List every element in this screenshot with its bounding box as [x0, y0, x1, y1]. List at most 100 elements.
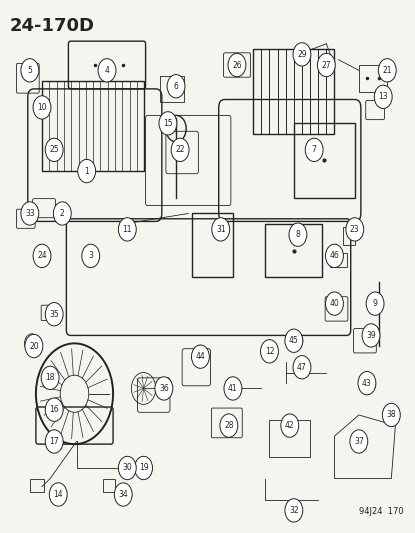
Text: 3: 3: [88, 252, 93, 261]
Text: 23: 23: [350, 225, 359, 234]
Circle shape: [261, 340, 278, 363]
Text: 94J24  170: 94J24 170: [359, 507, 403, 516]
Bar: [330, 253, 347, 266]
Bar: [253, 49, 334, 134]
Text: 22: 22: [176, 146, 185, 155]
Text: 9: 9: [373, 299, 378, 308]
Text: 17: 17: [49, 437, 59, 446]
Circle shape: [362, 324, 380, 347]
Circle shape: [346, 217, 364, 241]
Text: 45: 45: [289, 336, 299, 345]
Circle shape: [191, 345, 209, 368]
Text: 21: 21: [383, 66, 392, 75]
Bar: [30, 479, 44, 492]
Circle shape: [134, 456, 152, 480]
Text: 39: 39: [366, 331, 376, 340]
Circle shape: [382, 403, 400, 426]
Circle shape: [212, 217, 229, 241]
Bar: [359, 65, 387, 92]
Text: 10: 10: [37, 103, 47, 112]
Bar: [192, 214, 233, 277]
Circle shape: [281, 414, 299, 437]
Text: 32: 32: [289, 506, 299, 515]
Circle shape: [224, 377, 242, 400]
Circle shape: [285, 499, 303, 522]
Text: 40: 40: [330, 299, 339, 308]
Circle shape: [358, 372, 376, 395]
Text: 20: 20: [29, 342, 39, 351]
Text: 7: 7: [312, 146, 317, 155]
Circle shape: [33, 96, 51, 119]
Text: 24: 24: [37, 252, 47, 261]
Circle shape: [289, 223, 307, 246]
Circle shape: [78, 159, 95, 183]
Text: 47: 47: [297, 363, 307, 372]
Circle shape: [54, 202, 71, 225]
Text: 27: 27: [322, 61, 331, 69]
Bar: [269, 420, 310, 457]
Text: 4: 4: [105, 66, 110, 75]
Circle shape: [325, 292, 343, 316]
Circle shape: [118, 217, 136, 241]
Text: 18: 18: [45, 373, 55, 382]
Circle shape: [305, 138, 323, 161]
Circle shape: [98, 59, 116, 82]
Circle shape: [21, 59, 39, 82]
Circle shape: [293, 356, 311, 379]
Circle shape: [167, 75, 185, 98]
Text: 13: 13: [378, 92, 388, 101]
Circle shape: [228, 53, 246, 77]
Circle shape: [325, 244, 343, 268]
Circle shape: [374, 85, 392, 109]
Text: 5: 5: [27, 66, 32, 75]
Text: 33: 33: [25, 209, 35, 218]
Text: 15: 15: [163, 119, 173, 128]
Text: 44: 44: [195, 352, 205, 361]
Text: 37: 37: [354, 437, 364, 446]
Circle shape: [293, 43, 311, 66]
Circle shape: [220, 414, 238, 437]
Text: 12: 12: [265, 347, 274, 356]
Text: 28: 28: [224, 421, 234, 430]
Text: 38: 38: [386, 410, 396, 419]
Text: 19: 19: [139, 464, 149, 472]
Text: 2: 2: [60, 209, 65, 218]
Bar: [160, 76, 184, 102]
Circle shape: [378, 59, 396, 82]
Text: 8: 8: [295, 230, 300, 239]
Text: 46: 46: [330, 252, 339, 261]
Circle shape: [118, 456, 136, 480]
Text: 26: 26: [232, 61, 242, 69]
Circle shape: [171, 138, 189, 161]
Text: 29: 29: [297, 50, 307, 59]
Circle shape: [45, 398, 63, 421]
Circle shape: [41, 366, 59, 390]
Circle shape: [317, 53, 335, 77]
Circle shape: [33, 244, 51, 268]
Text: 30: 30: [122, 464, 132, 472]
Circle shape: [159, 112, 177, 135]
Text: 42: 42: [285, 421, 295, 430]
Circle shape: [21, 202, 39, 225]
Circle shape: [49, 483, 67, 506]
Bar: [266, 224, 322, 277]
Bar: [103, 479, 115, 492]
Circle shape: [25, 334, 43, 358]
Text: 41: 41: [228, 384, 238, 393]
Bar: [343, 227, 355, 245]
Text: 36: 36: [159, 384, 169, 393]
Circle shape: [366, 292, 384, 316]
Circle shape: [285, 329, 303, 352]
Text: 25: 25: [49, 146, 59, 155]
Text: 1: 1: [84, 166, 89, 175]
Text: 14: 14: [54, 490, 63, 499]
Bar: [42, 81, 144, 171]
Text: 43: 43: [362, 378, 372, 387]
Text: 34: 34: [118, 490, 128, 499]
Text: 6: 6: [173, 82, 178, 91]
Text: 35: 35: [49, 310, 59, 319]
Circle shape: [82, 244, 100, 268]
Circle shape: [155, 377, 173, 400]
Text: 24-170D: 24-170D: [10, 17, 95, 35]
Circle shape: [350, 430, 368, 453]
